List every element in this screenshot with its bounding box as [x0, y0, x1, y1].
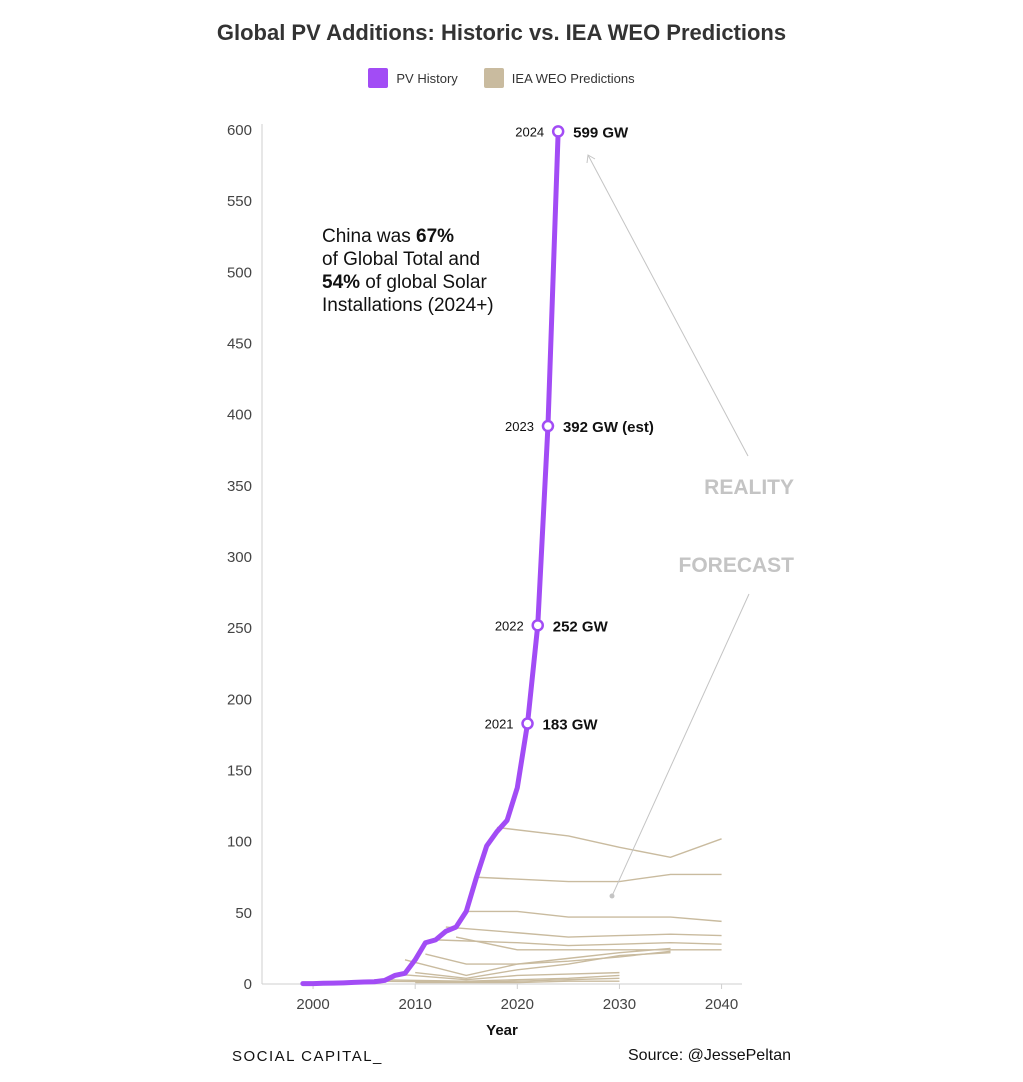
forecast-arrow-line — [611, 593, 750, 897]
point-year-label-2023: 2023 — [505, 419, 534, 434]
prediction-line-9 — [415, 951, 671, 980]
y-tick-label-200: 200 — [227, 691, 252, 708]
legend-item-pv-history[interactable]: PV History — [368, 68, 458, 88]
x-axis-title: Year — [486, 1022, 518, 1039]
y-tick-label-250: 250 — [227, 620, 252, 637]
point-marker-2022[interactable] — [531, 619, 544, 632]
prediction-line-8 — [404, 947, 671, 977]
source-credit: Source: @JessePeltan — [628, 1047, 791, 1064]
legend: PV History IEA WEO Predictions — [0, 68, 1003, 88]
x-tick-label-2020: 2020 — [501, 996, 534, 1013]
legend-label-pv-history: PV History — [396, 70, 458, 86]
prediction-line-3 — [466, 910, 722, 923]
forecast-label: FORECAST — [679, 554, 795, 577]
china-annotation-line-2: of Global Total and — [322, 249, 480, 270]
y-tick-label-50: 50 — [235, 905, 252, 922]
point-marker-2021[interactable] — [521, 717, 534, 730]
y-tick-label-0: 0 — [244, 976, 252, 993]
point-year-label-2021: 2021 — [485, 717, 514, 732]
point-value-label-2023: 392 GW (est) — [563, 419, 654, 436]
y-tick-label-500: 500 — [227, 264, 252, 281]
pv-history-line — [300, 128, 561, 987]
china-annotation-line-1: China was 67% — [322, 226, 454, 247]
reality-label: REALITY — [704, 476, 794, 499]
prediction-line-11 — [374, 974, 620, 982]
legend-item-iea-predictions[interactable]: IEA WEO Predictions — [483, 68, 635, 88]
y-tick-label-100: 100 — [227, 834, 252, 851]
prediction-line-1 — [496, 826, 722, 859]
point-year-label-2024: 2024 — [515, 124, 544, 139]
legend-swatch-iea-predictions — [483, 68, 504, 88]
china-annotation-line-3: 54% of global Solar — [322, 272, 487, 293]
brand-logo-text: SOCIAL CAPITAL_ — [232, 1048, 383, 1065]
prediction-line-7 — [425, 950, 671, 965]
point-marker-2024[interactable] — [551, 125, 565, 138]
prediction-line-13 — [415, 980, 620, 984]
y-tick-label-150: 150 — [227, 763, 252, 780]
forecast-arrow-dot — [609, 893, 615, 899]
prediction-line-4 — [445, 926, 722, 938]
x-tick-label-2000: 2000 — [296, 996, 329, 1013]
prediction-line-10 — [394, 971, 620, 981]
y-tick-label-600: 600 — [227, 122, 252, 139]
prediction-line-2 — [476, 873, 722, 883]
reality-arrow-line — [587, 154, 749, 457]
y-tick-label-450: 450 — [227, 336, 252, 353]
china-annotation-line-4: Installations (2024+) — [322, 295, 494, 316]
x-tick-label-2040: 2040 — [705, 996, 738, 1013]
x-tick-label-2030: 2030 — [603, 996, 636, 1013]
prediction-line-12 — [364, 977, 620, 983]
y-tick-label-550: 550 — [227, 193, 252, 210]
y-tick-label-400: 400 — [227, 407, 252, 424]
prediction-line-6 — [455, 936, 722, 951]
point-marker-2023[interactable] — [541, 419, 555, 433]
legend-label-iea-predictions: IEA WEO Predictions — [511, 70, 635, 86]
legend-swatch-pv-history — [368, 68, 389, 88]
point-value-label-2024: 599 GW — [573, 124, 629, 141]
y-tick-label-350: 350 — [227, 478, 252, 495]
x-tick-label-2010: 2010 — [399, 996, 432, 1013]
point-year-label-2022: 2022 — [495, 618, 524, 633]
y-tick-label-300: 300 — [227, 549, 252, 566]
chart-title: Global PV Additions: Historic vs. IEA WE… — [216, 20, 787, 45]
point-value-label-2021: 183 GW — [543, 717, 599, 734]
prediction-line-5 — [435, 939, 722, 947]
point-value-label-2022: 252 GW — [553, 618, 609, 635]
reality-arrow-head — [586, 154, 596, 164]
